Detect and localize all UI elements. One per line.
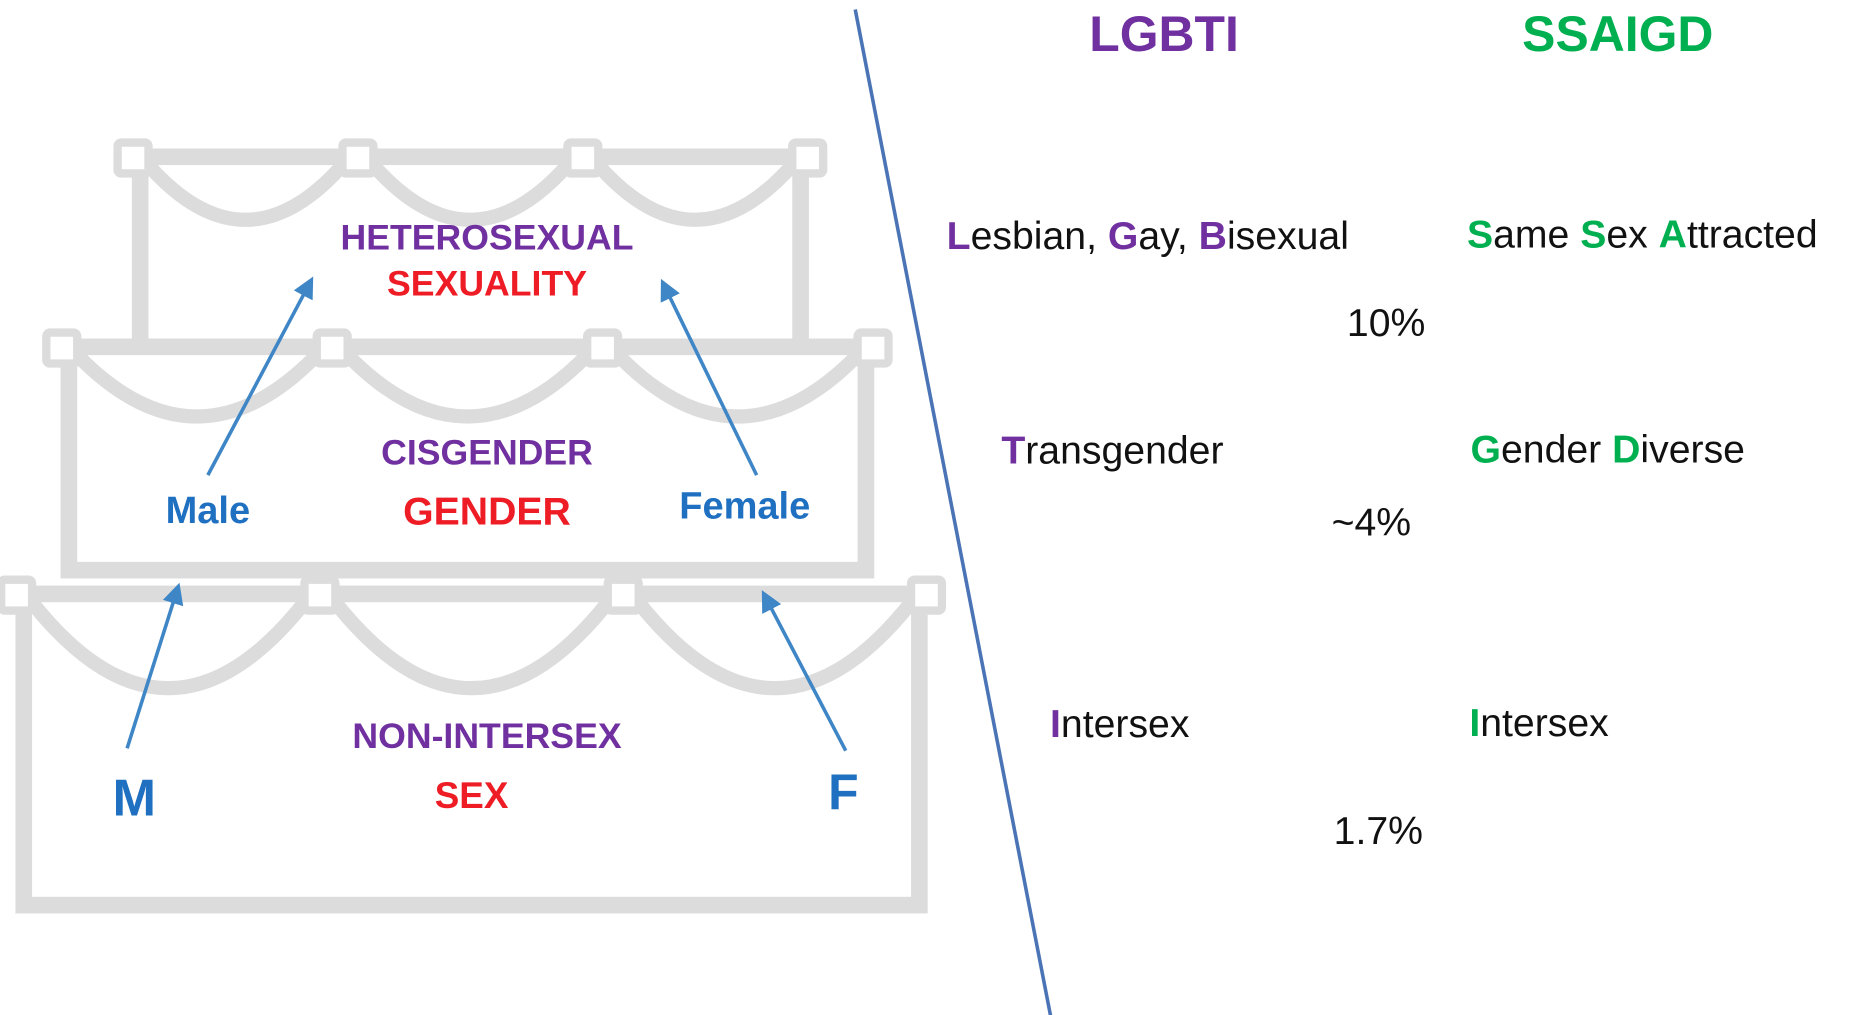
page: HETEROSEXUAL SEXUALITY CISGENDER GENDER …	[0, 0, 1853, 1015]
post	[858, 333, 889, 364]
initial: S	[1580, 214, 1606, 257]
dimension: SEX	[435, 775, 509, 816]
post	[587, 333, 618, 364]
initial: I	[1050, 703, 1061, 746]
share: ~4%	[1332, 501, 1412, 544]
side-label: M	[112, 770, 156, 828]
heading: SSAIGD	[1522, 6, 1713, 62]
initial: G	[1108, 215, 1138, 258]
post	[911, 580, 942, 611]
ssaigd-term: Gender Diverse	[1471, 429, 1745, 472]
side-label: F	[828, 764, 858, 820]
term-part: isexual	[1227, 215, 1349, 258]
term-part: iverse	[1640, 429, 1745, 472]
post	[46, 333, 77, 364]
lgbti-term: Transgender	[1001, 430, 1223, 473]
share: 10%	[1347, 302, 1425, 345]
post	[1, 580, 32, 611]
initial: G	[1471, 429, 1501, 472]
post	[792, 143, 823, 174]
term-part: ransgender	[1025, 430, 1223, 473]
initial: B	[1199, 215, 1227, 258]
heading: LGBTI	[1089, 6, 1239, 62]
initial: D	[1612, 429, 1640, 472]
post	[342, 143, 373, 174]
post	[608, 580, 639, 611]
initial: S	[1467, 214, 1493, 257]
initial: I	[1469, 702, 1480, 745]
post	[118, 143, 149, 174]
initial: A	[1659, 214, 1687, 257]
term-part: ender	[1501, 429, 1612, 472]
post	[567, 143, 598, 174]
identity: HETEROSEXUAL	[341, 217, 634, 257]
post	[304, 580, 335, 611]
ssaigd-term: Intersex	[1469, 702, 1609, 745]
diagram: HETEROSEXUAL SEXUALITY CISGENDER GENDER …	[0, 0, 1853, 1015]
term-part: esbian,	[971, 215, 1108, 258]
lgbti-term: Lesbian, Gay, Bisexual	[947, 215, 1349, 258]
term-part: ex	[1606, 214, 1658, 257]
side-label: Female	[679, 485, 810, 527]
identity: NON-INTERSEX	[352, 716, 621, 756]
identity: CISGENDER	[381, 432, 593, 472]
initial: L	[947, 215, 971, 258]
term-part: ay,	[1138, 215, 1198, 258]
ssaigd-term: Same Sex Attracted	[1467, 214, 1818, 257]
term-part: ntersex	[1061, 703, 1190, 746]
dimension: SEXUALITY	[387, 264, 587, 304]
post	[317, 333, 348, 364]
term-part: ttracted	[1687, 214, 1818, 257]
term-part: ntersex	[1480, 702, 1609, 745]
dimension: GENDER	[403, 491, 571, 534]
side-label: Male	[166, 490, 250, 532]
term-part: ame	[1493, 214, 1580, 257]
initial: T	[1001, 430, 1025, 473]
share: 1.7%	[1334, 810, 1423, 853]
lgbti-term: Intersex	[1050, 703, 1190, 746]
